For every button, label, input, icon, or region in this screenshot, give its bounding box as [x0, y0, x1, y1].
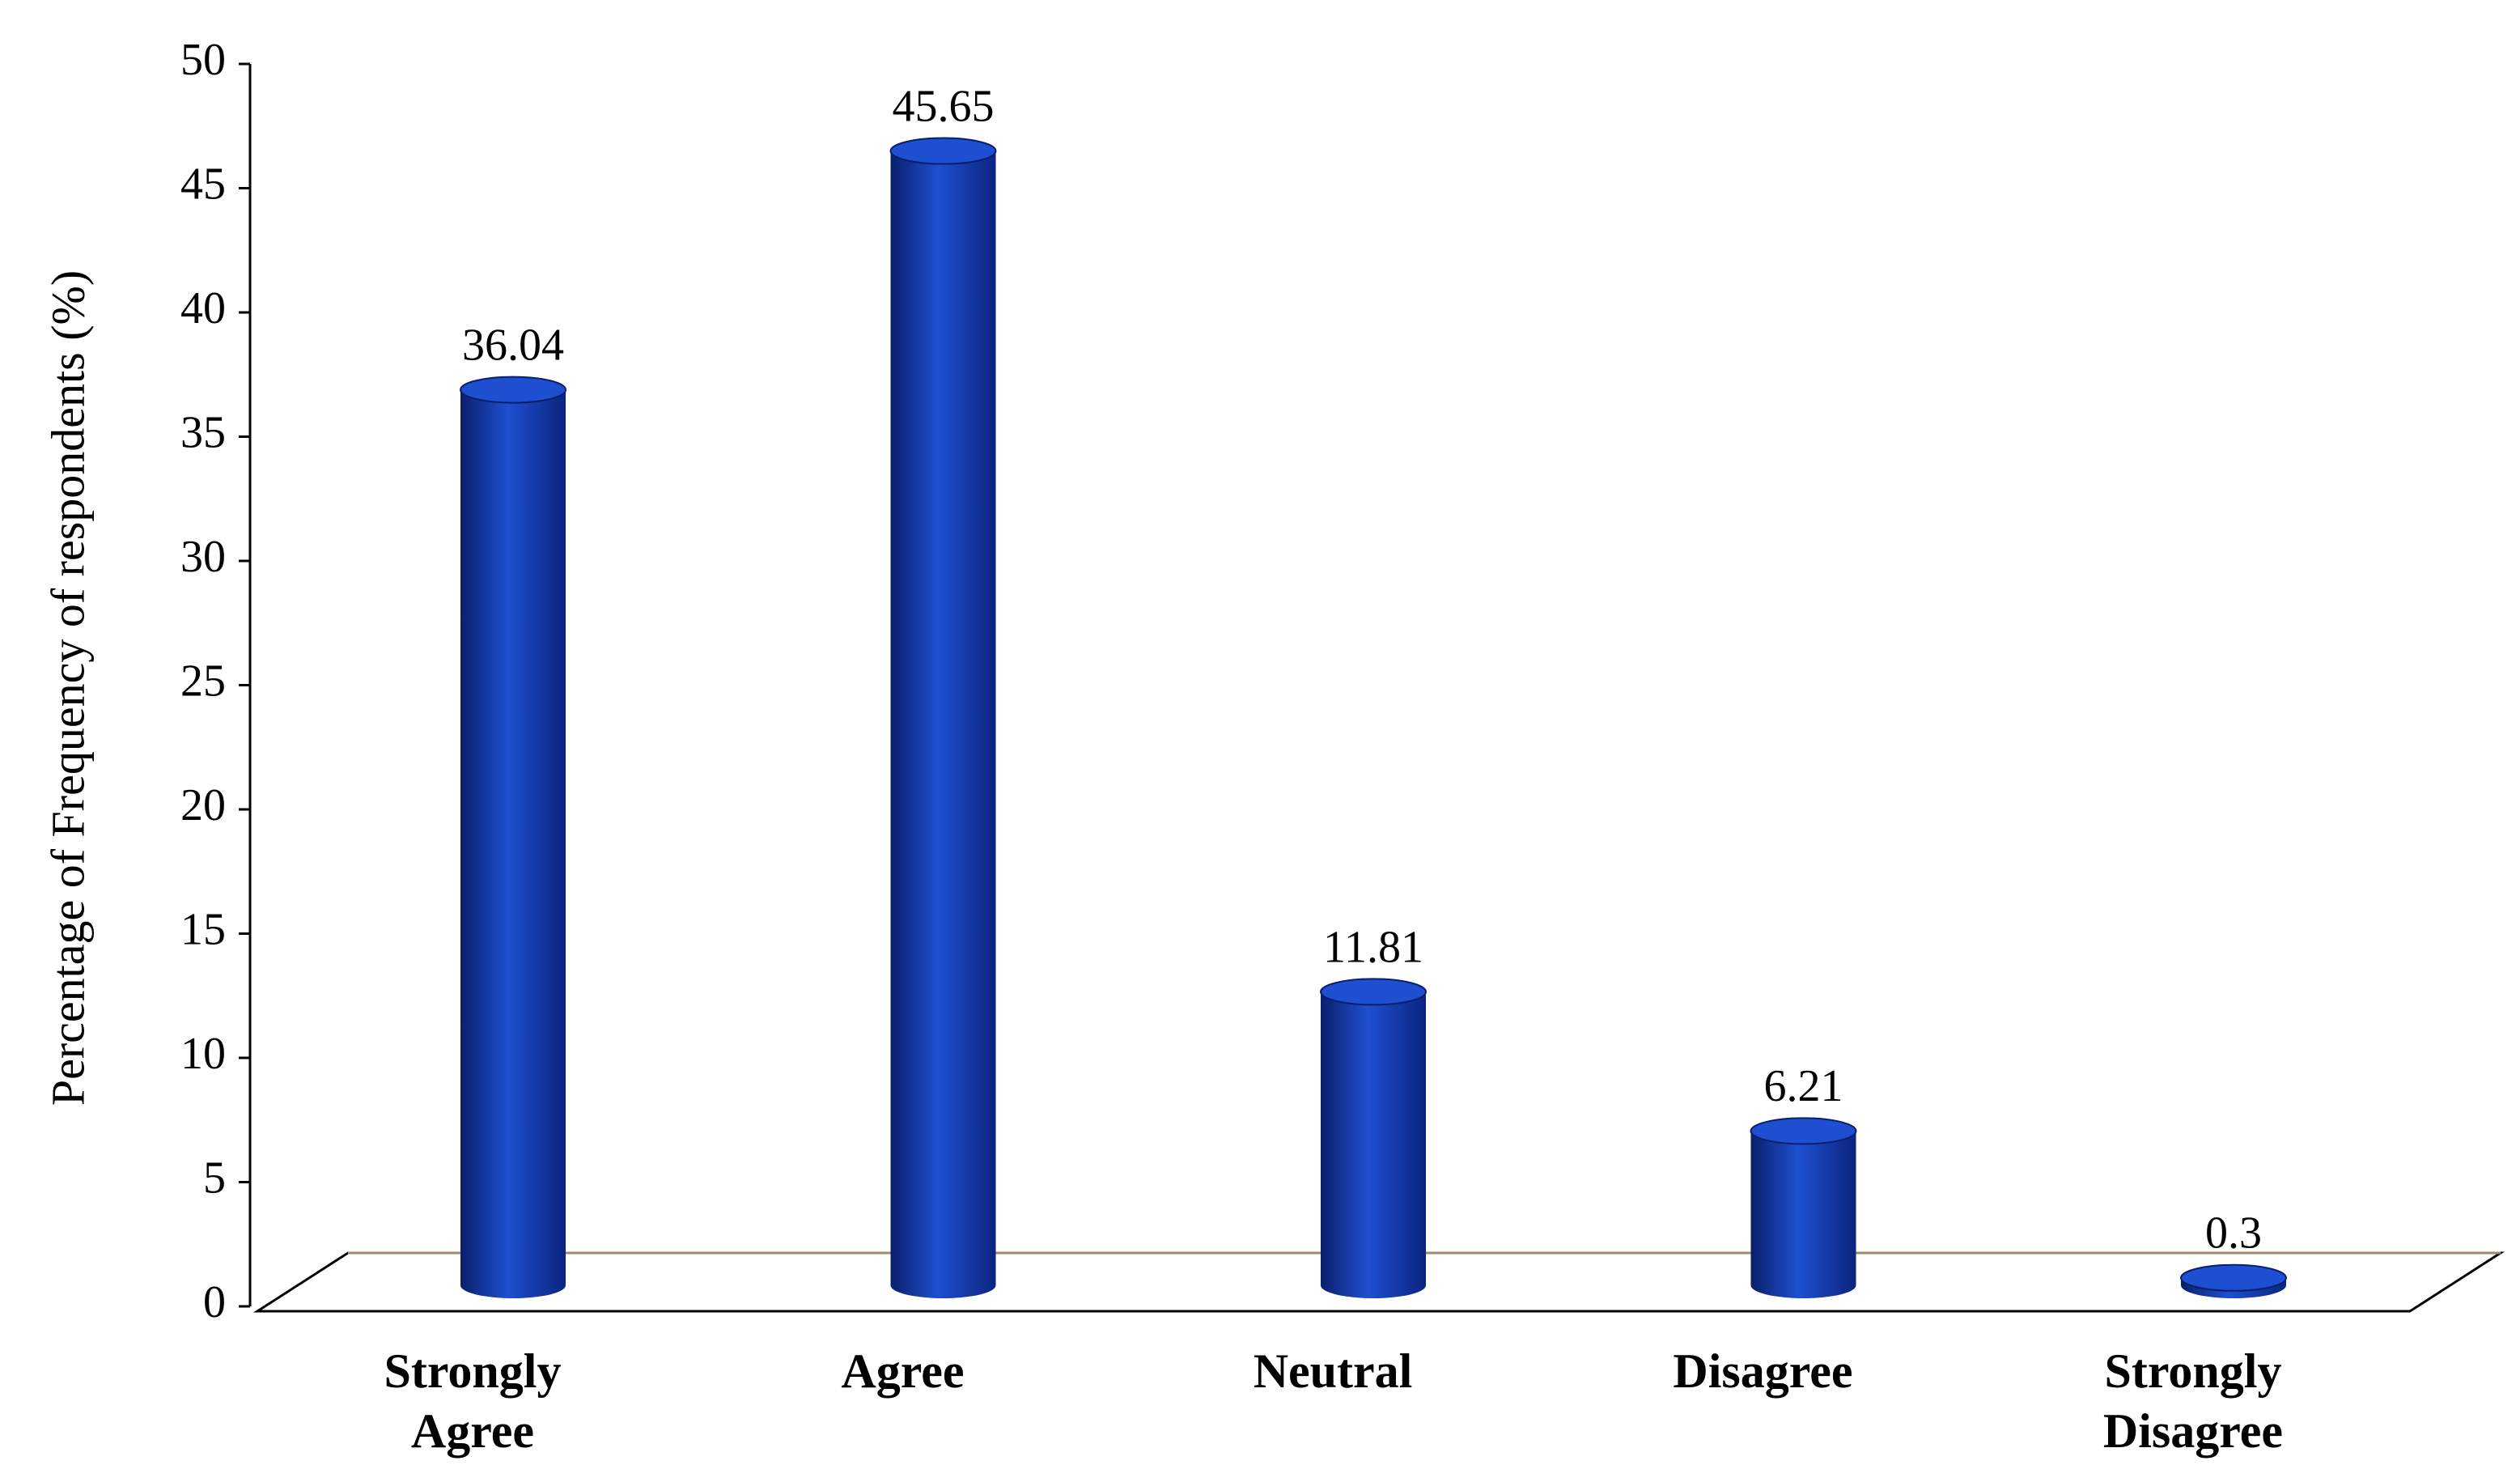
y-axis-label: Percentage of Frequency of respondents (…: [41, 270, 94, 1106]
value-label: 36.04: [462, 320, 564, 370]
bar-top: [460, 376, 566, 404]
value-label: 6.21: [1764, 1061, 1843, 1111]
x-tick-label: Agree: [841, 1344, 964, 1398]
y-tick-label: 30: [180, 532, 226, 582]
x-tick-label: Strongly Agree: [384, 1344, 562, 1458]
bar: [460, 389, 566, 1285]
y-tick-label: 25: [180, 656, 226, 706]
value-label: 0.3: [2205, 1208, 2262, 1259]
y-tick-label: 0: [203, 1277, 226, 1327]
x-tick-label: Disagree: [1673, 1344, 1852, 1398]
bar: [890, 151, 996, 1285]
bar-top: [889, 137, 997, 165]
y-tick-label: 40: [180, 283, 226, 333]
y-tick-label: 35: [180, 407, 226, 457]
y-tick-label: 5: [203, 1153, 226, 1203]
bar: [1321, 992, 1426, 1285]
y-tick-label: 50: [180, 35, 226, 85]
y-tick-label: 15: [180, 904, 226, 954]
value-label: 11.81: [1323, 922, 1423, 972]
bar: [1750, 1131, 1856, 1285]
y-tick-label: 20: [180, 780, 226, 830]
y-tick-label: 45: [180, 159, 226, 209]
x-tick-label: Strongly Disagree: [2103, 1344, 2283, 1458]
bar-top: [2180, 1263, 2287, 1292]
value-label: 45.65: [893, 81, 995, 131]
bar-top: [1320, 978, 1427, 1006]
x-tick-label: Neutral: [1254, 1344, 1413, 1398]
y-tick-label: 10: [180, 1029, 226, 1079]
bar-top: [1750, 1117, 1857, 1145]
